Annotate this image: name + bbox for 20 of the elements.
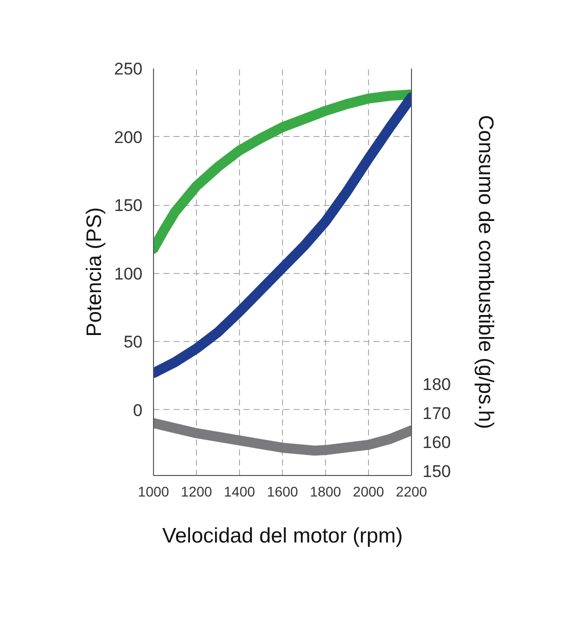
y-tick-label: 250 bbox=[114, 60, 143, 78]
x-tick-label: 2000 bbox=[352, 484, 384, 500]
y2-tick-label: 150 bbox=[422, 462, 451, 481]
y2-tick-label: 160 bbox=[422, 432, 451, 452]
y-tick-label: 50 bbox=[124, 332, 143, 352]
y2-tick-label: 170 bbox=[422, 404, 451, 423]
x-tick-label: 1600 bbox=[266, 484, 298, 500]
x-tick-label: 1400 bbox=[224, 484, 256, 500]
y-tick-label: 0 bbox=[133, 400, 143, 420]
x-tick-label: 2200 bbox=[396, 484, 428, 500]
y-tick-label: 200 bbox=[114, 128, 143, 147]
x-tick-label: 1800 bbox=[310, 484, 342, 500]
y-tick-label: 150 bbox=[114, 196, 143, 216]
y-axis-title: Potencia (PS) bbox=[83, 207, 106, 337]
x-tick-label: 1000 bbox=[138, 484, 170, 500]
x-axis-title: Velocidad del motor (rpm) bbox=[162, 524, 403, 548]
x-tick-label: 1200 bbox=[180, 484, 212, 500]
y2-axis-title: Consumo de combustible (g/ps.h) bbox=[474, 115, 497, 430]
y2-tick-label: 180 bbox=[422, 375, 451, 394]
y-tick-label: 100 bbox=[114, 264, 143, 284]
